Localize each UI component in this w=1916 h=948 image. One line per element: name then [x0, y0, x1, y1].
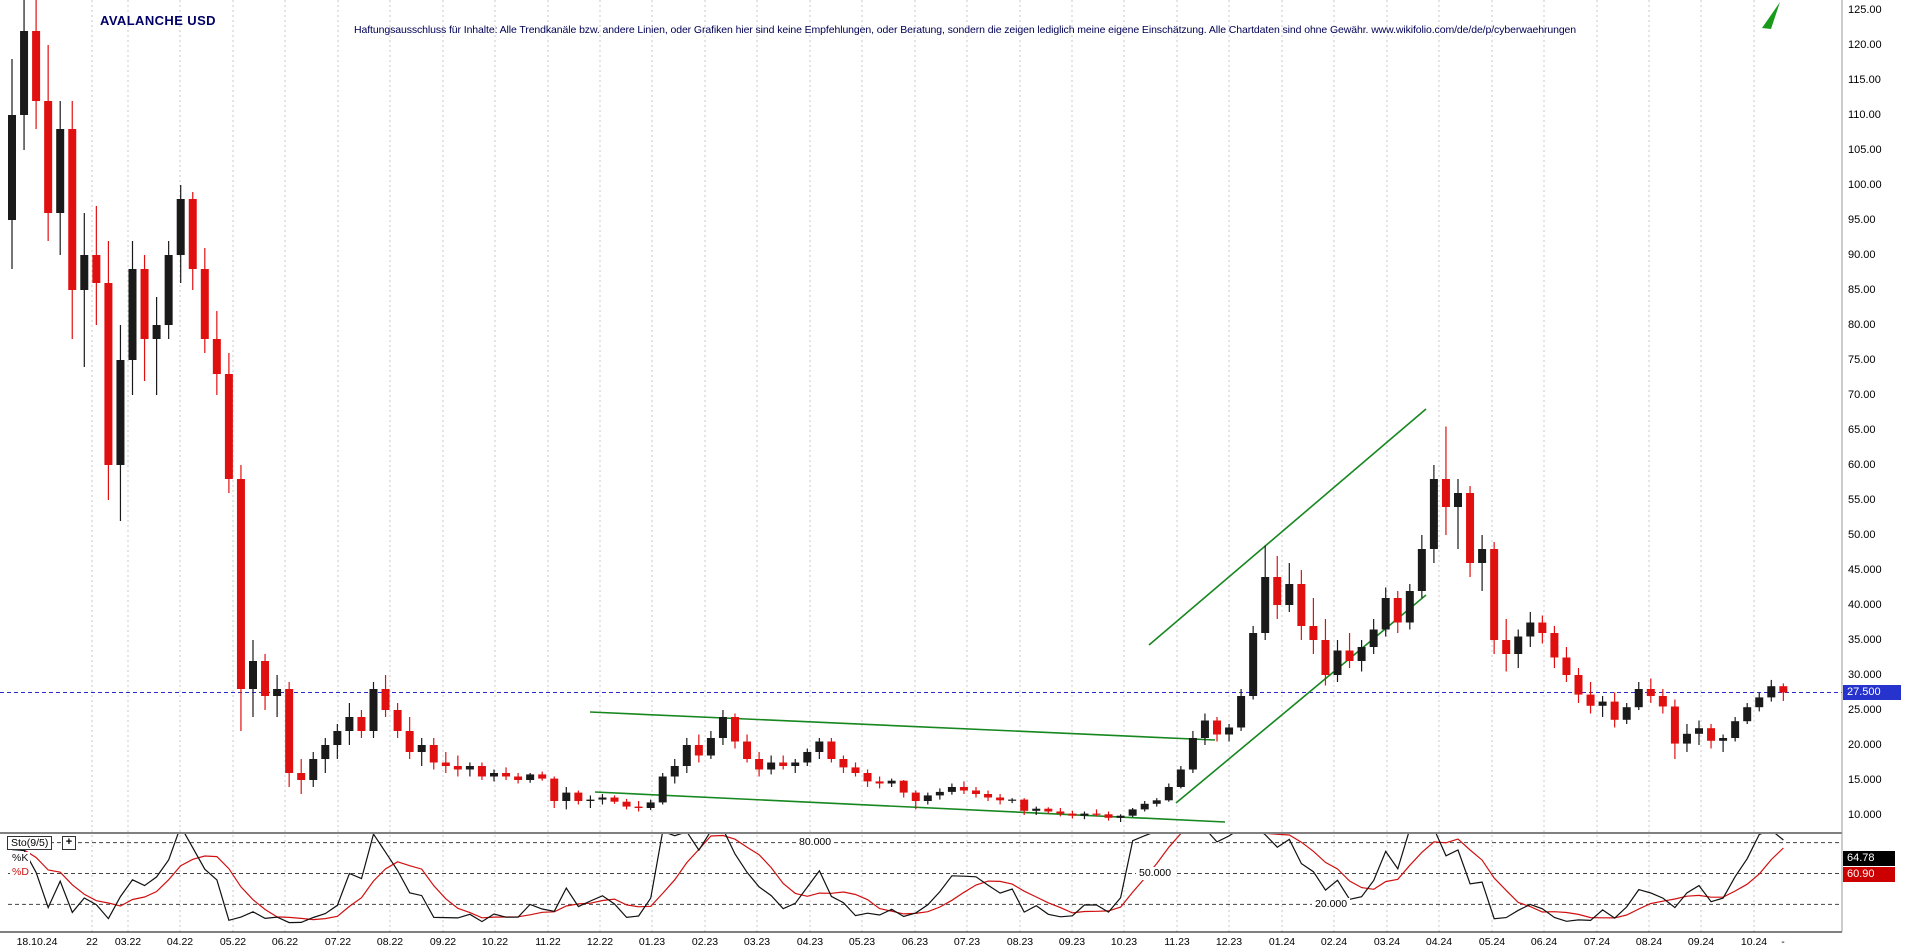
time-axis-label: 10.23 — [1110, 936, 1138, 948]
time-axis-label: 08.24 — [1635, 936, 1663, 948]
price-axis-label: 35.000 — [1848, 633, 1882, 646]
time-axis-label: 05.24 — [1478, 936, 1506, 948]
time-axis-label: 02.23 — [691, 936, 719, 948]
time-axis-label: 06.24 — [1530, 936, 1558, 948]
time-axis-label: 10.22 — [481, 936, 509, 948]
last-price-badge: 27.500 — [1843, 685, 1901, 700]
price-axis-label: 120.00 — [1848, 38, 1882, 51]
price-axis-label: 60.00 — [1848, 458, 1876, 471]
time-axis-label: 06.23 — [901, 936, 929, 948]
time-axis-label: 12.22 — [586, 936, 614, 948]
candlesticks — [8, 0, 1788, 822]
time-axis-label: 22 — [86, 936, 98, 948]
price-axis-label: 40.000 — [1848, 598, 1882, 611]
price-axis-label: 75.00 — [1848, 353, 1876, 366]
stochastic-level-label: 20.000 — [1312, 897, 1351, 911]
time-axis-label: 07.23 — [953, 936, 981, 948]
time-axis-label: 08.23 — [1006, 936, 1034, 948]
price-axis-label: 70.00 — [1848, 388, 1876, 401]
time-axis-label: 09.24 — [1687, 936, 1715, 948]
time-axis-label: 09.22 — [429, 936, 457, 948]
time-axis-label: 11.22 — [535, 936, 561, 948]
time-axis-label: 03.22 — [114, 936, 142, 948]
time-axis-label: - — [1781, 936, 1785, 948]
percent-d-label: %D — [10, 866, 31, 878]
time-axis-label: 12.23 — [1215, 936, 1243, 948]
green-arrow-icon — [1762, 2, 1780, 29]
price-axis-label: 20.000 — [1848, 738, 1882, 751]
percent-d-value-badge: 60.90 — [1843, 867, 1895, 882]
price-axis-label: 100.00 — [1848, 178, 1882, 191]
time-axis-label: 03.24 — [1373, 936, 1401, 948]
indicator-add-button[interactable]: + — [62, 836, 76, 850]
price-axis-label: 50.00 — [1848, 528, 1876, 541]
time-axis-label: 06.22 — [271, 936, 299, 948]
time-axis-label: 01.23 — [638, 936, 666, 948]
time-axis-label: 09.23 — [1058, 936, 1086, 948]
time-axis-label: 04.23 — [796, 936, 824, 948]
time-axis-label: 07.24 — [1583, 936, 1611, 948]
price-axis-label: 90.00 — [1848, 248, 1876, 261]
indicator-label[interactable]: Sto(9/5) — [7, 836, 53, 850]
price-axis-label: 55.00 — [1848, 493, 1876, 506]
price-axis-label: 25.000 — [1848, 703, 1882, 716]
time-axis-label: 01.24 — [1268, 936, 1296, 948]
stochastic-plot — [11, 834, 1784, 924]
percent-k-value-badge: 64.78 — [1843, 851, 1895, 866]
price-axis-label: 45.000 — [1848, 563, 1882, 576]
stochastic-level-label: 50.000 — [1136, 867, 1175, 880]
price-axis-label: 65.00 — [1848, 423, 1876, 436]
price-axis-label: 110.00 — [1848, 108, 1881, 121]
price-axis-label: 115.00 — [1848, 73, 1881, 86]
price-axis-label: 105.00 — [1848, 143, 1882, 156]
disclaimer-text: Haftungsausschluss für Inhalte: Alle Tre… — [354, 24, 1577, 36]
price-axis-label: 30.000 — [1848, 668, 1882, 681]
time-axis-label: 05.23 — [848, 936, 876, 948]
time-axis-label: 11.23 — [1164, 936, 1190, 948]
price-axis-label: 85.00 — [1848, 283, 1876, 296]
percent-k-label: %K — [10, 852, 31, 864]
time-axis-label: 03.23 — [743, 936, 771, 948]
time-axis-label: 04.24 — [1425, 936, 1453, 948]
price-axis-label: 125.00 — [1848, 3, 1882, 16]
time-axis-label: 02.24 — [1320, 936, 1348, 948]
time-axis-label: 07.22 — [324, 936, 352, 948]
page-title: AVALANCHE USD — [100, 13, 216, 28]
price-axis-label: 80.00 — [1848, 318, 1876, 331]
price-axis-label: 95.00 — [1848, 213, 1876, 226]
stochastic-level-label: 80.000 — [796, 836, 835, 850]
time-axis-label: 18.10.24 — [16, 936, 58, 948]
time-axis-label: 08.22 — [376, 936, 404, 948]
time-axis-label: 10.24 — [1740, 936, 1768, 948]
time-axis-label: 05.22 — [219, 936, 247, 948]
price-axis-label: 15.000 — [1848, 773, 1882, 786]
time-axis-label: 04.22 — [166, 936, 194, 948]
price-axis-label: 10.000 — [1848, 808, 1882, 821]
